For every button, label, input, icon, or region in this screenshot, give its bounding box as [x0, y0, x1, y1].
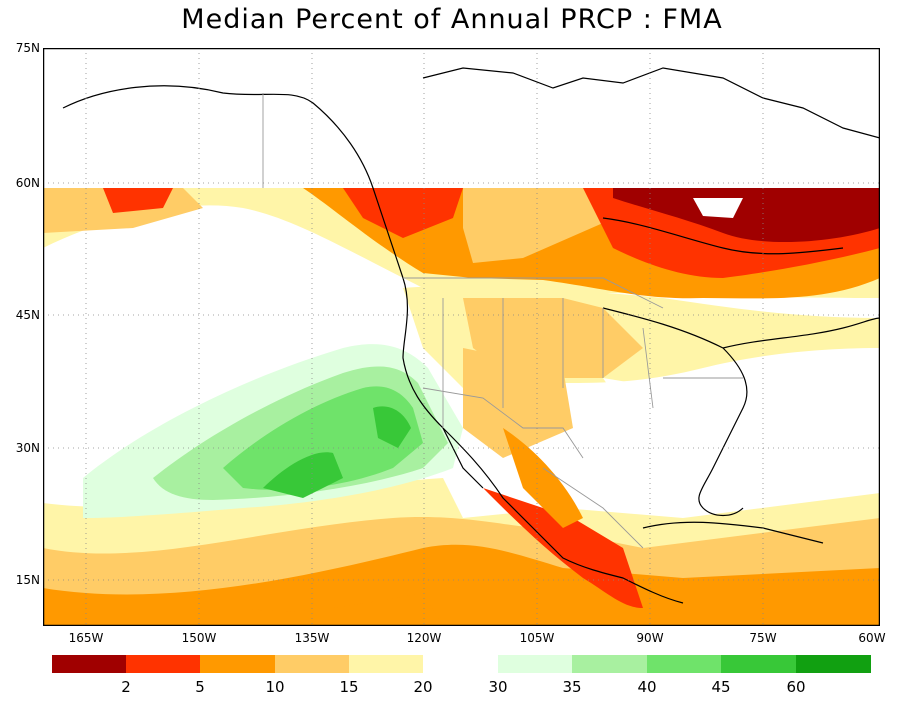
legend-label-10: 10: [265, 678, 285, 696]
lat-label-60n: 60N: [15, 176, 40, 190]
lon-label-60w: 60W: [858, 631, 886, 645]
legend-label-35: 35: [562, 678, 582, 696]
legend-swatch-2: [126, 655, 200, 673]
continental-interior: [403, 286, 880, 528]
northern-band: [43, 188, 880, 299]
legend-label-2: 2: [121, 678, 131, 696]
legend-swatch-6: [423, 655, 498, 673]
legend-label-20: 20: [413, 678, 433, 696]
legend-label-60: 60: [786, 678, 806, 696]
lon-label-135w: 135W: [294, 631, 330, 645]
precipitation-map: [43, 48, 880, 626]
legend-label-5: 5: [195, 678, 205, 696]
legend-swatch-9: [647, 655, 721, 673]
legend-swatch-11: [796, 655, 871, 673]
lon-label-105w: 105W: [519, 631, 555, 645]
legend-swatch-7: [498, 655, 572, 673]
lon-label-165w: 165W: [68, 631, 104, 645]
lat-label-15n: 15N: [15, 573, 40, 587]
legend-swatch-1: [52, 655, 126, 673]
legend-label-45: 45: [711, 678, 731, 696]
lon-label-120w: 120W: [406, 631, 442, 645]
green-maritime-band: [83, 344, 463, 518]
legend-label-40: 40: [637, 678, 657, 696]
legend-swatch-3: [200, 655, 275, 673]
borders: [262, 93, 743, 549]
map-border: [43, 48, 880, 626]
lon-label-90w: 90W: [636, 631, 664, 645]
lat-label-45n: 45N: [15, 308, 40, 322]
legend-swatch-10: [721, 655, 796, 673]
lat-label-75n: 75N: [15, 41, 40, 55]
legend-swatch-5: [349, 655, 423, 673]
legend-swatch-8: [572, 655, 647, 673]
legend-label-15: 15: [339, 678, 359, 696]
legend-label-30: 30: [488, 678, 508, 696]
lon-label-150w: 150W: [181, 631, 217, 645]
lat-label-30n: 30N: [15, 441, 40, 455]
legend-swatch-4: [275, 655, 349, 673]
coastlines: [62, 67, 880, 604]
map-title: Median Percent of Annual PRCP : FMA: [181, 4, 723, 35]
lon-label-75w: 75W: [749, 631, 777, 645]
